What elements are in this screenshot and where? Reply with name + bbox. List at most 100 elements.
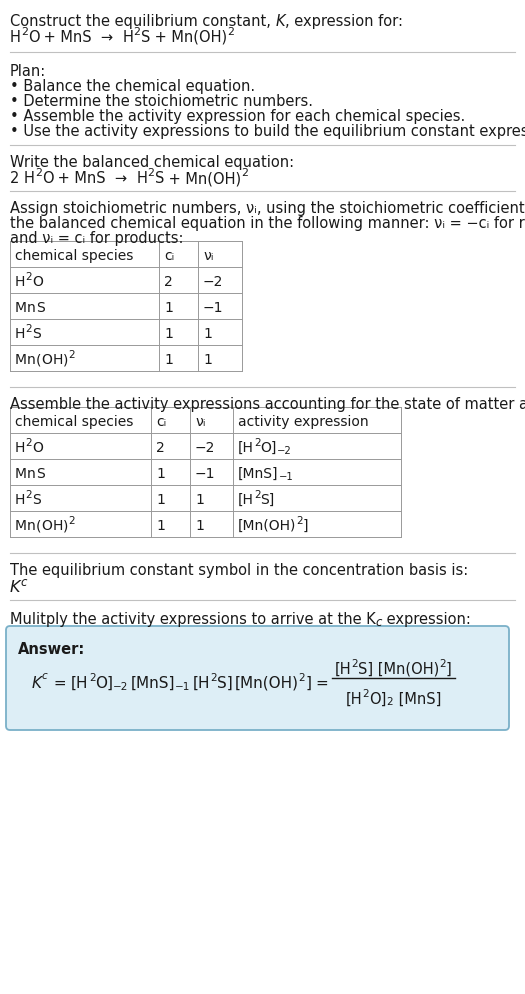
Text: (: ( (36, 353, 41, 367)
Text: 2: 2 (241, 168, 248, 178)
Text: + MnS  →: + MnS → (39, 30, 123, 45)
Text: −2: −2 (203, 275, 223, 289)
Text: −1: −1 (195, 467, 215, 481)
Text: K: K (10, 580, 20, 595)
Text: cᵢ: cᵢ (164, 249, 174, 263)
Text: 1: 1 (156, 493, 165, 507)
Text: S: S (154, 171, 164, 186)
Text: H: H (15, 327, 25, 341)
Text: [Mn(OH): [Mn(OH) (235, 676, 299, 691)
Text: c: c (42, 671, 48, 681)
Text: 2: 2 (299, 673, 305, 683)
Text: 1: 1 (164, 301, 173, 315)
Text: S] [Mn(OH): S] [Mn(OH) (358, 662, 439, 677)
Text: K: K (276, 14, 285, 29)
Text: Write the balanced chemical equation:: Write the balanced chemical equation: (10, 155, 294, 170)
FancyBboxPatch shape (6, 626, 509, 730)
Text: O: O (42, 171, 54, 186)
Text: O: O (41, 519, 52, 533)
Text: c: c (20, 576, 27, 589)
Text: 2: 2 (210, 673, 217, 683)
Text: n: n (27, 519, 36, 533)
Text: chemical species: chemical species (15, 415, 133, 429)
Text: [H: [H (238, 493, 254, 507)
Text: n: n (27, 353, 36, 367)
Text: 2: 2 (386, 697, 393, 707)
Text: The equilibrium constant symbol in the concentration basis is:: The equilibrium constant symbol in the c… (10, 563, 468, 578)
Text: ]: ] (305, 676, 311, 691)
Text: O: O (41, 353, 52, 367)
Text: O: O (32, 441, 43, 455)
Text: O: O (32, 275, 43, 289)
Text: O]: O] (369, 692, 386, 707)
Text: • Determine the stoichiometric numbers.: • Determine the stoichiometric numbers. (10, 94, 313, 109)
Text: Assign stoichiometric numbers, νᵢ, using the stoichiometric coefficients, cᵢ, fr: Assign stoichiometric numbers, νᵢ, using… (10, 201, 525, 216)
Text: H: H (24, 171, 35, 186)
Text: 2: 2 (363, 689, 369, 699)
Text: 2: 2 (164, 275, 173, 289)
Text: 1: 1 (164, 327, 173, 341)
Text: ]: ] (446, 662, 452, 677)
Text: 2: 2 (35, 168, 42, 178)
Text: −2: −2 (277, 446, 291, 456)
Text: =: = (49, 676, 71, 691)
Text: −2: −2 (195, 441, 215, 455)
Text: 2: 2 (148, 168, 154, 178)
Text: M: M (15, 353, 27, 367)
Text: νᵢ: νᵢ (203, 249, 214, 263)
Text: 2: 2 (134, 27, 141, 37)
Text: Plan:: Plan: (10, 64, 46, 79)
Text: 1: 1 (156, 467, 165, 481)
Text: 2: 2 (25, 438, 32, 448)
Text: S: S (32, 327, 41, 341)
Text: + MnS  →: + MnS → (54, 171, 136, 186)
Text: S: S (36, 301, 45, 315)
Text: 2: 2 (156, 441, 165, 455)
Text: activity expression: activity expression (238, 415, 369, 429)
Text: H: H (136, 171, 148, 186)
Text: S]: S] (260, 493, 275, 507)
Text: 1: 1 (164, 353, 173, 367)
Text: • Assemble the activity expression for each chemical species.: • Assemble the activity expression for e… (10, 109, 465, 124)
Text: 2: 2 (25, 324, 32, 334)
Text: c: c (376, 616, 382, 629)
Text: ]: ] (303, 519, 309, 533)
Text: the balanced chemical equation in the following manner: νᵢ = −cᵢ for reactants: the balanced chemical equation in the fo… (10, 216, 525, 231)
Text: O]: O] (260, 441, 277, 455)
Text: [Mn(OH): [Mn(OH) (238, 519, 297, 533)
Text: ): ) (62, 353, 68, 367)
Text: expression:: expression: (382, 612, 471, 627)
Text: 2: 2 (25, 490, 32, 500)
Text: −2: −2 (113, 682, 129, 692)
Text: S: S (36, 467, 45, 481)
Text: S]: S] (217, 676, 233, 691)
Text: M: M (15, 467, 27, 481)
Text: 2: 2 (21, 27, 28, 37)
Text: 2: 2 (297, 516, 303, 526)
Text: H: H (10, 30, 21, 45)
Text: 1: 1 (203, 327, 212, 341)
Text: 2: 2 (89, 673, 96, 683)
Text: [MnS]: [MnS] (394, 692, 442, 707)
Text: −1: −1 (278, 472, 293, 482)
Text: νᵢ: νᵢ (195, 415, 205, 429)
Text: , expression for:: , expression for: (285, 14, 403, 29)
Text: 2: 2 (10, 171, 24, 186)
Text: 2: 2 (352, 659, 358, 669)
Text: 2: 2 (439, 659, 446, 669)
Text: −1: −1 (175, 682, 191, 692)
Text: [MnS]: [MnS] (131, 676, 175, 691)
Text: ): ) (62, 519, 68, 533)
Text: M: M (15, 519, 27, 533)
Text: 1: 1 (156, 519, 165, 533)
Text: 1: 1 (195, 493, 204, 507)
Text: 1: 1 (203, 353, 212, 367)
Text: Assemble the activity expressions accounting for the state of matter and νᵢ:: Assemble the activity expressions accoun… (10, 397, 525, 412)
Text: M: M (15, 301, 27, 315)
Text: [H: [H (335, 662, 352, 677)
Text: H: H (15, 441, 25, 455)
Text: O]: O] (96, 676, 113, 691)
Text: + Mn(OH): + Mn(OH) (150, 30, 227, 45)
Text: 2: 2 (227, 27, 234, 37)
Text: [H: [H (71, 676, 89, 691)
